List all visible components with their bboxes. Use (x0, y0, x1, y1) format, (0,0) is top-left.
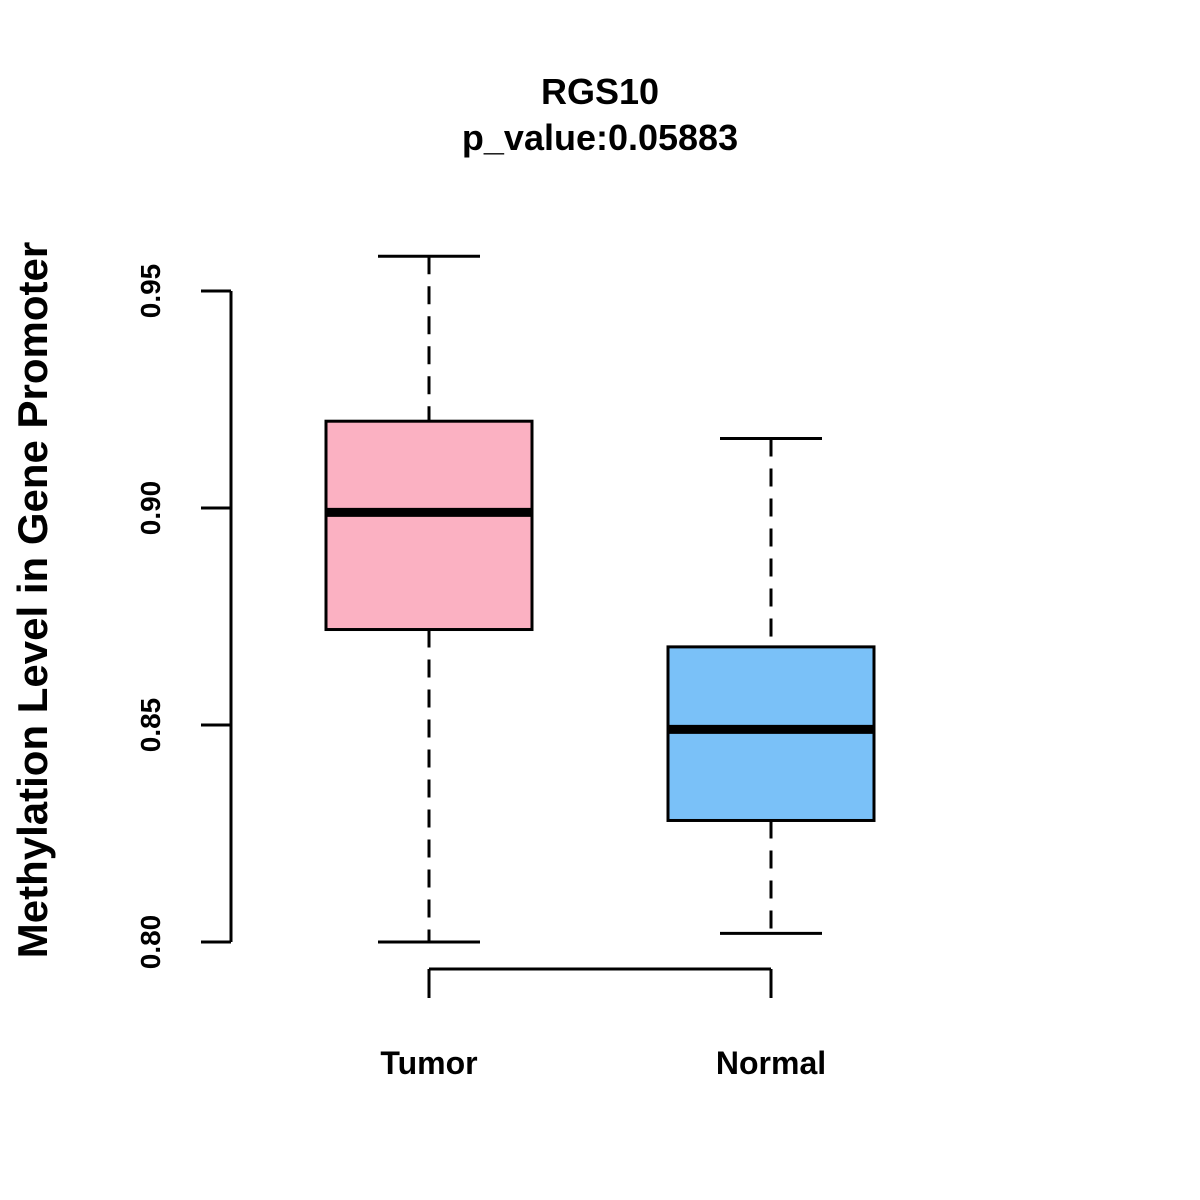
x-tick-label-tumor: Tumor (380, 1045, 477, 1081)
y-tick-label: 0.90 (135, 481, 166, 536)
iqr-box (324, 419, 534, 632)
boxes-group (324, 254, 876, 944)
x-axis: Tumor Normal (380, 967, 826, 1081)
y-tick-label: 0.95 (135, 264, 166, 319)
y-tick-label: 0.80 (135, 915, 166, 970)
y-tick-label: 0.85 (135, 698, 166, 753)
chart-title: RGS10 (541, 71, 659, 112)
box-normal (666, 437, 876, 935)
y-axis: 0.80 0.85 0.90 0.95 (135, 264, 233, 970)
chart-subtitle: p_value:0.05883 (462, 117, 738, 158)
x-tick-label-normal: Normal (716, 1045, 826, 1081)
y-axis-label: Methylation Level in Gene Promoter (9, 242, 56, 958)
box-tumor (324, 254, 534, 944)
